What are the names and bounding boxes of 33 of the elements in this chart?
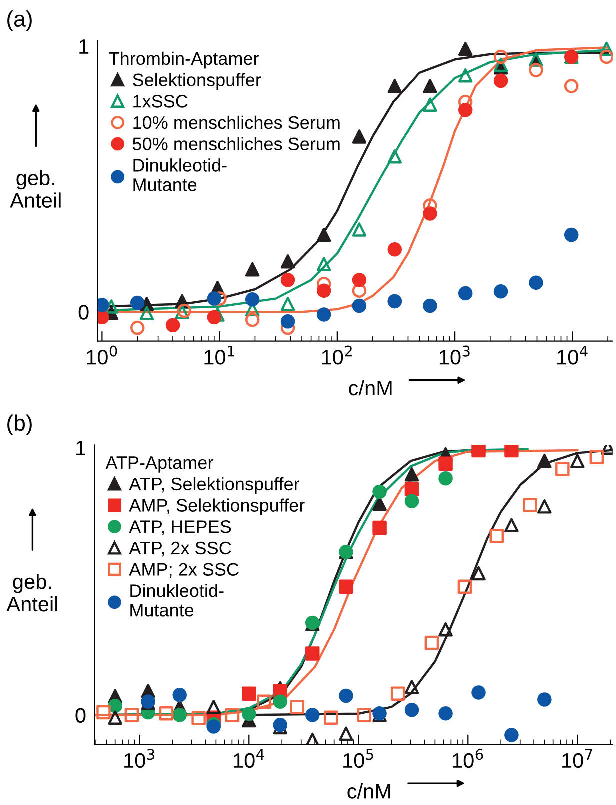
y-tick-label: 0 bbox=[78, 305, 89, 320]
legend-title: Thrombin-Aptamer bbox=[109, 52, 259, 69]
chart-title: (b) bbox=[8, 414, 32, 436]
legend-label: AMP; 2x SSC bbox=[129, 563, 239, 578]
y-tick-label: 0 bbox=[76, 708, 86, 723]
x-tick-label: 10$^{5}$ bbox=[344, 749, 374, 768]
legend-label: Selektionspuffer bbox=[133, 73, 262, 90]
x-tick-label: 10$^{2}$ bbox=[322, 346, 352, 365]
x-tick-label: 10$^{4}$ bbox=[558, 346, 588, 365]
x-axis-title: c/nM bbox=[349, 380, 392, 396]
legend-label: ATP, HEPES bbox=[129, 520, 232, 536]
x-axis-title: c/nM bbox=[348, 784, 390, 799]
legend-label: ATP, 2x SSC bbox=[129, 542, 232, 557]
y-axis-title: geb. Anteil bbox=[10, 170, 61, 208]
x-tick-label: 10$^{3}$ bbox=[440, 346, 470, 365]
legend-label: 1xSSC bbox=[134, 95, 188, 108]
y-tick-label: 1 bbox=[76, 441, 86, 456]
y-axis-title: geb. Anteil bbox=[6, 574, 58, 612]
legend-label: Dinukleotid- Mutante bbox=[134, 158, 227, 192]
legend-label: ATP, Selektionspuffer bbox=[129, 477, 300, 494]
chart-title: (a) bbox=[8, 10, 32, 32]
y-tick-label: 1 bbox=[80, 40, 89, 54]
x-tick-label: 10$^{6}$ bbox=[453, 749, 484, 768]
legend-label: Dinukleotid- Mutante bbox=[130, 584, 224, 617]
x-tick-label: 10$^{3}$ bbox=[124, 749, 154, 768]
legend-label: AMP, Selektionspuffer bbox=[129, 498, 305, 516]
x-tick-label: 10$^{0}$ bbox=[87, 346, 118, 365]
x-tick-label: 10$^{7}$ bbox=[562, 749, 592, 768]
x-tick-label: 10$^{4}$ bbox=[234, 749, 264, 768]
legend-label: 10% menschliches Serum bbox=[134, 116, 340, 130]
x-tick-label: 10$^{1}$ bbox=[204, 346, 234, 365]
legend-title: ATP-Aptamer bbox=[106, 456, 214, 473]
legend-label: 50% menschliches Serum bbox=[132, 137, 340, 151]
